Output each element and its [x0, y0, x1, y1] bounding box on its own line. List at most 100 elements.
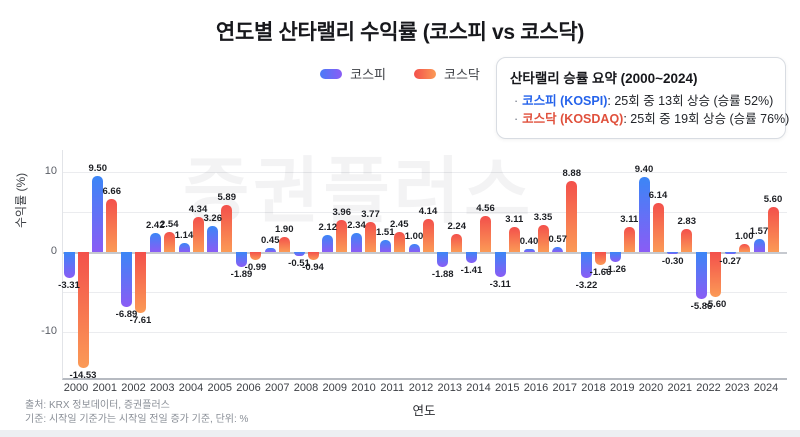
x-tick-label: 2008: [293, 382, 319, 394]
kosdaq-bar-2015: [508, 227, 520, 252]
kospi-bar-2023: [724, 252, 736, 255]
kospi-bar-2015: [494, 252, 506, 277]
legend-label-kospi: 코스피: [350, 67, 386, 82]
kospi-bar-2011: [379, 239, 391, 252]
kospi-bar-2022: [696, 252, 707, 299]
gridline: [63, 292, 787, 293]
bar-value-label: -1.66: [589, 267, 612, 279]
kospi-bar-2014: [466, 252, 477, 264]
bullet-icon: ·: [514, 112, 519, 126]
x-tick-label: 2004: [178, 382, 204, 394]
bar-value-label: 4.14: [418, 205, 438, 217]
kosdaq-bar-2007: [278, 236, 290, 252]
bar-value-label: -5.60: [704, 298, 727, 310]
x-tick-label: 2018: [581, 382, 606, 394]
kosdaq-bar-2001: [106, 198, 118, 252]
kosdaq-bar-2004: [192, 217, 204, 252]
kosdaq-bar-2009: [336, 220, 348, 252]
bar-value-label: 1.00: [404, 231, 424, 242]
bar-value-label: 9.40: [634, 163, 654, 175]
bar-value-label: 2.54: [160, 218, 179, 230]
kosdaq-bar-2018: [595, 252, 606, 266]
bar-value-label: -6.89: [115, 309, 138, 321]
kosdaq-bar-2011: [393, 232, 405, 252]
kospi-bar-2013: [437, 252, 449, 268]
page-bottom-strip: [0, 430, 800, 437]
bar-value-label: 2.34: [347, 220, 366, 232]
bar-value-label: -0.27: [719, 256, 742, 268]
bar-value-label: 3.35: [533, 212, 553, 224]
kospi-bar-2018: [581, 252, 592, 278]
chart-legend: 코스피 코스닥: [0, 64, 800, 83]
bar-value-label: 3.11: [620, 214, 639, 226]
kospi-bar-2007: [264, 248, 276, 252]
x-tick-label: 2013: [437, 382, 462, 394]
bar-value-label: -0.99: [244, 261, 267, 273]
footer-basis: 기준: 시작일 기준가는 시작일 전일 증가 기준, 단위: %: [25, 414, 249, 425]
x-tick-label: 2009: [322, 382, 347, 394]
bar-value-label: -1.88: [431, 269, 454, 281]
footer-source: 출처: KRX 정보데이터, 증권플러스: [25, 400, 170, 411]
bar-value-label: 2.42: [146, 219, 165, 231]
bar-value-label: 2.45: [390, 219, 409, 231]
kosdaq-bar-2020: [652, 202, 664, 252]
y-tick-label: 0: [50, 245, 57, 257]
x-tick-label: 2002: [121, 382, 146, 394]
plot-area: 증권플러스 10 0 -10 2000 -3.31 -14.53 2001 9.50 6.66 2…: [41, 150, 787, 394]
x-tick-label: 2022: [696, 382, 721, 394]
kospi-bar-2020: [638, 176, 650, 252]
y-tick-label: 10: [44, 165, 57, 177]
bar-value-label: -3.11: [489, 278, 511, 290]
kosdaq-bar-2003: [163, 231, 175, 252]
kospi-bar-2016: [523, 248, 535, 252]
kosdaq-bar-2000: [77, 252, 89, 369]
kosdaq-bar-2006: [250, 252, 261, 260]
bar-value-label: -14.53: [69, 370, 97, 382]
x-tick-label: 2019: [610, 382, 635, 394]
x-tick-label: 2012: [408, 382, 434, 394]
bar-value-label: -7.61: [129, 314, 152, 326]
legend-item-kosdaq: 코스닥: [414, 64, 480, 83]
kosdaq-bar-2023: [738, 244, 750, 252]
bar-value-label: 6.14: [648, 189, 668, 201]
bar-value-label: 2.24: [447, 221, 467, 233]
gridline: [63, 332, 787, 333]
kospi-bar-2008: [293, 252, 305, 257]
bar-value-label: 6.66: [102, 185, 122, 197]
bar-value-label: 9.50: [88, 163, 108, 174]
x-tick-label: 2011: [380, 382, 405, 394]
kospi-bar-2002: [121, 252, 132, 308]
kospi-bar-2019: [609, 252, 621, 263]
summary-kosdaq-text: : 25회 중 19회 상승 (승률 76%): [623, 112, 790, 126]
bar-value-label: -1.26: [604, 264, 627, 276]
kosdaq-bar-2021: [681, 229, 693, 252]
kospi-bar-2006: [236, 252, 247, 268]
kospi-bar-2004: [178, 242, 190, 252]
kospi-bar-2010: [351, 233, 362, 252]
legend-label-kosdaq: 코스닥: [444, 67, 480, 82]
summary-kospi-text: : 25회 중 13회 상승 (승률 52%): [607, 94, 774, 108]
kosdaq-bar-2002: [135, 252, 146, 313]
bullet-icon: ·: [514, 94, 519, 108]
bar-value-label: 3.11: [505, 214, 524, 226]
summary-item-kosdaq: · 코스닥 (KOSDAQ): 25회 중 19회 상승 (승률 76%): [510, 110, 789, 128]
bar-value-label: 2.12: [318, 222, 338, 234]
bar-value-label: -3.22: [575, 279, 598, 291]
kosdaq-bar-2024: [767, 207, 779, 252]
x-tick-label: 2007: [265, 382, 290, 394]
kosdaq-legend-swatch-icon: [414, 68, 436, 79]
bar-value-label: 4.34: [188, 204, 208, 216]
bar-value-label: -3.31: [58, 280, 80, 292]
x-tick-label: 2000: [63, 382, 89, 394]
bar-value-label: 4.56: [476, 202, 495, 214]
bar-value-label: 8.88: [562, 167, 582, 179]
x-tick-label: 2016: [523, 382, 549, 394]
x-tick-label: 2021: [667, 382, 692, 394]
kospi-bar-2012: [408, 244, 420, 252]
kosdaq-bar-2012: [422, 218, 434, 252]
kospi-bar-2024: [753, 239, 765, 252]
kospi-bar-2003: [149, 232, 161, 252]
y-tick-label: -10: [41, 325, 57, 337]
bar-value-label: 0.40: [519, 235, 539, 247]
